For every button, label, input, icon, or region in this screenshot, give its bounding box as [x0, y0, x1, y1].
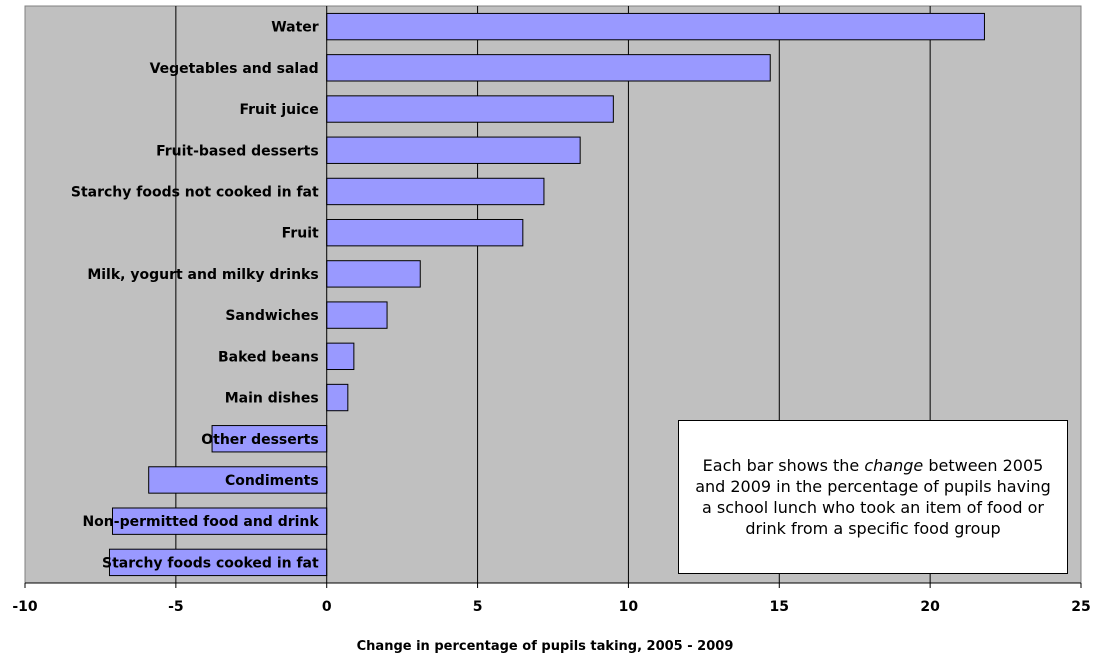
- bar: [326, 95, 614, 123]
- bar: [326, 383, 349, 412]
- category-label: Fruit juice: [239, 102, 318, 118]
- x-tick-label: 5: [473, 599, 483, 615]
- bar: [326, 342, 355, 371]
- x-tick-label: 25: [1071, 599, 1090, 615]
- category-label: Fruit: [282, 226, 319, 242]
- category-label: Fruit-based desserts: [156, 143, 319, 159]
- category-label: Non-permitted food and drink: [82, 514, 319, 530]
- category-label: Milk, yogurt and milky drinks: [87, 267, 318, 283]
- annotation-text-part: Each bar shows the: [702, 456, 865, 475]
- annotation-text-part: between 2005 and 2009 in the percentage …: [695, 456, 1051, 538]
- x-tick-label: -10: [12, 599, 38, 615]
- category-label: Baked beans: [218, 349, 319, 365]
- category-label: Starchy foods cooked in fat: [102, 555, 319, 571]
- bar: [326, 177, 545, 206]
- bar: [326, 54, 771, 82]
- category-label: Other desserts: [201, 432, 318, 448]
- x-axis-title: Change in percentage of pupils taking, 2…: [357, 639, 734, 654]
- bar: [326, 136, 581, 164]
- bars: [108, 12, 985, 577]
- annotation-box: Each bar shows the change between 2005 a…: [678, 420, 1068, 574]
- bar: [326, 260, 421, 288]
- category-label: Main dishes: [225, 391, 319, 407]
- bar: [326, 218, 524, 247]
- category-labels: Water Vegetables and salad Fruit juice Frui…: [71, 20, 320, 572]
- bar: [326, 301, 388, 329]
- x-tick-labels: -10 -5 0 5 10 15 20 25: [12, 599, 1090, 615]
- x-tick-label: 0: [322, 599, 332, 615]
- annotation-text: Each bar shows the change between 2005 a…: [693, 455, 1053, 539]
- x-tick-label: -5: [168, 599, 184, 615]
- x-tick-label: 20: [920, 599, 940, 615]
- category-label: Water: [271, 20, 319, 36]
- x-tick-label: 10: [619, 599, 639, 615]
- category-label: Vegetables and salad: [150, 61, 319, 77]
- annotation-emphasis: change: [864, 456, 924, 475]
- category-label: Starchy foods not cooked in fat: [71, 184, 319, 200]
- category-label: Sandwiches: [225, 308, 318, 324]
- category-label: Condiments: [225, 473, 319, 489]
- x-tick-label: 15: [770, 599, 789, 615]
- bar: [211, 425, 328, 453]
- bar: [326, 12, 985, 41]
